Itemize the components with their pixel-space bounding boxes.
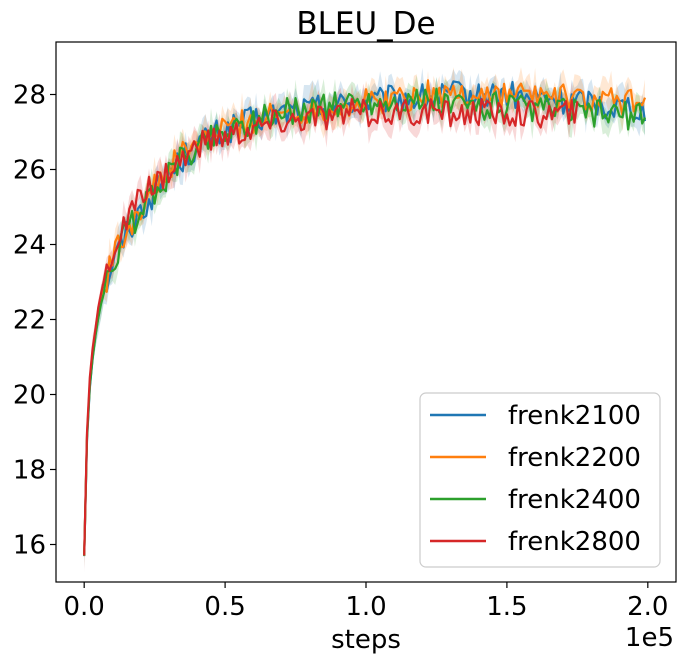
- y-tick-label: 24: [13, 231, 46, 261]
- x-tick-label: 1.0: [345, 592, 386, 622]
- legend-label-frenk2400: frenk2400: [508, 485, 641, 515]
- x-tick-label: 0.0: [64, 592, 105, 622]
- legend-label-frenk2200: frenk2200: [508, 443, 641, 473]
- x-tick-label: 2.0: [627, 592, 668, 622]
- x-axis-offset-label: 1e5: [625, 623, 674, 653]
- y-tick-label: 28: [13, 81, 46, 111]
- x-tick-label: 0.5: [204, 592, 245, 622]
- series-line-frenk2400: [83, 87, 646, 556]
- legend-label-frenk2800: frenk2800: [508, 527, 641, 557]
- series-line-frenk2800: [83, 98, 579, 556]
- y-tick-label: 16: [13, 531, 46, 561]
- x-tick-label: 1.5: [486, 592, 527, 622]
- y-tick-label: 18: [13, 456, 46, 486]
- y-tick-label: 20: [13, 381, 46, 411]
- legend-box: [419, 392, 661, 568]
- y-tick-label: 22: [13, 306, 46, 336]
- chart-title: BLEU_De: [296, 6, 435, 42]
- legend: frenk2100 frenk2200 frenk2400 frenk2800: [419, 392, 661, 568]
- series-lines: [83, 79, 647, 557]
- y-axis: 16 18 20 22 24 26 28: [13, 81, 56, 561]
- x-axis-label: steps: [331, 625, 401, 655]
- x-axis: 0.0 0.5 1.0 1.5 2.0: [64, 582, 668, 622]
- y-tick-label: 26: [13, 156, 46, 186]
- legend-label-frenk2100: frenk2100: [508, 401, 641, 431]
